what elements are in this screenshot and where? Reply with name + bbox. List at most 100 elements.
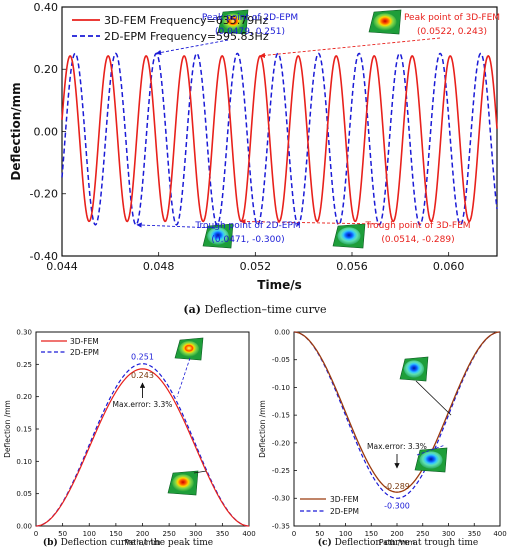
annotation-coords-0: (0.0479, 0.251) — [215, 27, 285, 37]
annotation-arrow-2 — [136, 222, 216, 229]
value-label-fem-b: 0.243 — [131, 371, 154, 380]
x-tick-label: 350 — [468, 530, 481, 538]
legend-b: 3D-FEM 2D-EPM — [41, 337, 99, 357]
text-labels: 0.044 0.048 0.052 0.056 0.060 0.40 0.20 0.00 -0.… — [3, 1, 507, 548]
y-tick-label: -0.35 — [272, 522, 290, 530]
caption-b-text: Deflection curve at the peak time — [58, 538, 213, 548]
series-3d-fem — [61, 55, 498, 223]
x-tick-label: 150 — [365, 530, 378, 538]
y-tick-label: -0.15 — [272, 412, 290, 420]
value-label-epm-c: -0.300 — [384, 501, 410, 510]
x-tick-label: 100 — [83, 530, 96, 538]
series-3d-fem-b — [35, 368, 250, 527]
y-tick-label: 0.40 — [34, 1, 59, 14]
caption-c-text: Deflection curve at trough time — [332, 538, 479, 548]
annotation-title-1: Peak point of 3D-FEM — [404, 13, 500, 23]
annotation-title-2: Trough point of 2D-EPM — [194, 221, 300, 231]
y-tick-label: -0.40 — [30, 250, 58, 263]
contour-plate-a-3-contour — [337, 227, 361, 245]
y-tick-label: -0.05 — [272, 356, 290, 364]
decorations — [136, 9, 452, 496]
caption-b-label: (b) — [43, 537, 58, 548]
annotation-arrow-1 — [259, 37, 441, 59]
x-tick-label: 0.060 — [433, 260, 465, 273]
annotation-coords-1: (0.0522, 0.243) — [417, 27, 487, 37]
y-tick-label: 0.00 — [274, 328, 290, 336]
value-label-fem-c: -0.289 — [384, 482, 410, 491]
contour-plate-c-bottom — [414, 447, 448, 473]
annotation-title-3: Trough point of 3D-FEM — [364, 221, 470, 231]
legend-label-b-epm: 2D-EPM — [70, 348, 99, 357]
y-tick-label: -0.20 — [272, 439, 290, 447]
x-tick-label: 300 — [189, 530, 202, 538]
x-tick-label: 300 — [442, 530, 455, 538]
y-axis-label: Deflection/mm — [9, 82, 23, 180]
contour-plate-b-top — [174, 337, 204, 361]
legend-c: 3D-FEM 2D-EPM — [300, 495, 359, 516]
y-tick-label: -0.20 — [30, 188, 58, 201]
annotation-coords-2: (0.0471, -0.300) — [211, 235, 284, 245]
error-label-c: Max.error: 3.3% — [367, 442, 427, 451]
x-tick-label: 0 — [292, 530, 296, 538]
x-tick-label: 50 — [58, 530, 67, 538]
data-series — [35, 52, 501, 527]
x-tick-label: 350 — [216, 530, 229, 538]
x-tick-label: 150 — [109, 530, 122, 538]
y-tick-label: -0.30 — [272, 495, 290, 503]
x-tick-label: 200 — [390, 530, 403, 538]
x-tick-label: 0 — [34, 530, 38, 538]
series-2d-epm-c — [293, 331, 501, 499]
legend-label-3d-fem: 3D-FEM Frequency=635.79Hz — [104, 14, 269, 27]
connector-b-bottom — [193, 470, 207, 474]
contour-plate-b-bottom — [167, 470, 199, 496]
contour-plate-a-1 — [368, 9, 402, 35]
y-tick-label: 0.25 — [16, 361, 32, 369]
y-tick-label: 0.05 — [16, 490, 32, 498]
x-tick-label: 250 — [162, 530, 175, 538]
axes-ticks — [35, 6, 501, 527]
legend-label-c-epm: 2D-EPM — [330, 507, 359, 516]
caption-a: (a) Deflection–time curve — [183, 303, 326, 316]
contour-plate-a-2 — [202, 223, 234, 249]
x-tick-label: 0.044 — [46, 260, 78, 273]
contour-plate-a-3 — [332, 223, 366, 249]
y-axis-label: Deflection /mm — [258, 400, 267, 458]
contour-plate-a-2-contour — [207, 227, 229, 245]
y-axis-label: Deflection /mm — [3, 400, 12, 458]
contour-plate-b-bottom-contour — [172, 474, 194, 492]
x-tick-label: 0.056 — [336, 260, 368, 273]
annotation-coords-3: (0.0514, -0.289) — [381, 235, 454, 245]
y-tick-label: 0.10 — [16, 458, 32, 466]
annotation-arrow-3 — [240, 218, 381, 225]
legend-a: 3D-FEM Frequency=635.79Hz 2D-EPM Frequenc… — [72, 14, 269, 43]
caption-c-label: (c) — [318, 537, 332, 548]
y-tick-label: 0.15 — [16, 425, 32, 433]
caption-a-text: Deflection–time curve — [201, 303, 327, 316]
contour-plate-a-1-contour — [373, 13, 397, 31]
y-tick-label: 0.20 — [34, 63, 59, 76]
contour-plate-c-top-contour — [403, 360, 425, 378]
connector-b-top — [176, 357, 191, 397]
y-tick-label: 0.00 — [16, 522, 32, 530]
y-tick-label: 0.20 — [16, 393, 32, 401]
legend-label-2d-epm: 2D-EPM Frequency=595.83Hz — [104, 30, 269, 43]
y-tick-label: -0.10 — [272, 384, 290, 392]
x-tick-label: 250 — [416, 530, 429, 538]
x-tick-label: 100 — [339, 530, 352, 538]
connector-c-top — [415, 380, 452, 416]
contour-plate-b-top-contour — [178, 341, 200, 357]
caption-b: (b) Deflection curve at the peak time — [43, 537, 213, 548]
plot-frame-a — [61, 6, 498, 257]
series-2d-epm — [61, 52, 498, 226]
value-label-epm-b: 0.251 — [131, 353, 154, 362]
x-axis-label: Time/s — [257, 278, 301, 292]
annotation-arrow-0 — [155, 39, 229, 56]
x-tick-label: 0.052 — [240, 260, 272, 273]
x-tick-label: 400 — [493, 530, 506, 538]
x-tick-label: 200 — [136, 530, 149, 538]
x-axis-label: Path /mm — [379, 538, 415, 547]
annotation-title-0: Peak point of 2D-EPM — [202, 13, 298, 23]
plot-frame-c — [293, 331, 501, 527]
y-tick-label: 0.30 — [16, 328, 32, 336]
